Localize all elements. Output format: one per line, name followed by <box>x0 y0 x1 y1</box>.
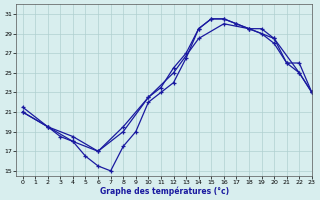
X-axis label: Graphe des températures (°c): Graphe des températures (°c) <box>100 186 229 196</box>
